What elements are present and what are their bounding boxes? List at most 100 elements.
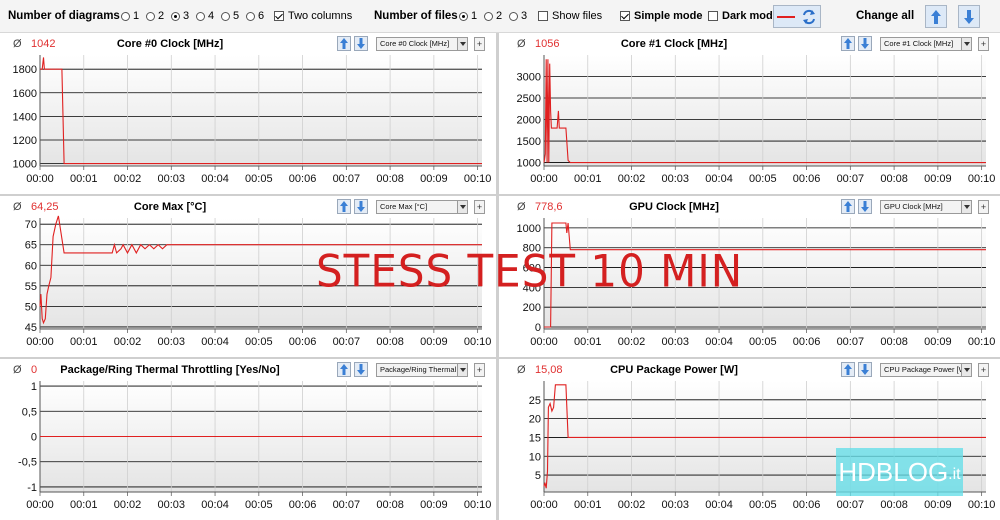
chart-plot: -1 -0,5 0 0,5 1 00:00 00:01 00:02 00:03 00:04 00:0… (18, 381, 491, 511)
sensor-select[interactable]: GPU Clock [MHz] (880, 200, 972, 214)
average-value: 1056 (535, 38, 560, 50)
x-tick-label: 00:09 (420, 499, 448, 511)
arrow-up-icon (844, 364, 852, 375)
y-tick-label: 3000 (517, 72, 541, 84)
series-line (543, 59, 986, 164)
diagrams-label: Number of diagrams (8, 10, 120, 22)
y-tick-label: 0,5 (22, 406, 37, 418)
sensor-select[interactable]: Core Max [°C] (376, 200, 468, 214)
average-symbol: Ø (13, 364, 22, 376)
move-up-button[interactable] (337, 36, 351, 51)
sensor-select[interactable]: Core #0 Clock [MHz] (376, 37, 468, 51)
x-tick-label: 00:04 (705, 173, 733, 185)
x-tick-label: 00:04 (705, 499, 733, 511)
panel-thermal-throttling: Ø 0 Package/Ring Thermal Throttling [Yes… (0, 359, 492, 520)
sensor-select[interactable]: Package/Ring Thermal Th (376, 363, 468, 377)
chart-plot: 45 50 55 60 65 70 00:00 00:01 00:02 00:03 00:04 00:… (25, 215, 492, 348)
row-separator-2 (0, 357, 1000, 359)
x-tick-label: 00:03 (158, 173, 186, 185)
x-tick-label: 00:06 (793, 173, 821, 185)
y-tick-label: 1600 (13, 88, 37, 100)
diagram-radio-4[interactable]: 4 (196, 10, 214, 22)
x-tick-label: 00:07 (837, 499, 865, 511)
x-tick-label: 00:05 (245, 336, 273, 348)
x-tick-label: 00:09 (420, 173, 448, 185)
arrow-down-icon (357, 364, 365, 375)
plot-background (544, 218, 986, 329)
diagram-radio-3[interactable]: 3 (171, 10, 189, 22)
x-tick-label: 00:09 (420, 336, 448, 348)
add-button[interactable]: + (978, 200, 989, 214)
y-tick-label: 0 (31, 432, 37, 444)
x-tick-label: 00:03 (662, 336, 690, 348)
y-tick-label: 800 (523, 243, 541, 255)
add-button[interactable]: + (474, 200, 485, 214)
arrow-up-icon (340, 38, 348, 49)
average-symbol: Ø (517, 38, 526, 50)
move-down-button[interactable] (354, 362, 368, 377)
x-tick-label: 00:07 (333, 173, 361, 185)
x-tick-label: 00:05 (245, 173, 273, 185)
x-tick-label: 00:10 (464, 336, 492, 348)
y-tick-label: 1500 (517, 136, 541, 148)
arrow-up-icon (340, 201, 348, 212)
y-tick-label: 60 (25, 260, 37, 272)
plot-background (40, 55, 482, 166)
x-tick-label: 00:04 (201, 173, 229, 185)
move-up-button[interactable] (841, 36, 855, 51)
move-down-button[interactable] (858, 362, 872, 377)
move-down-button[interactable] (858, 199, 872, 214)
change-all-label: Change all (856, 10, 915, 22)
x-tick-label: 00:04 (201, 499, 229, 511)
dark-mode-checkbox[interactable]: Dark mode (708, 10, 779, 22)
diagram-radio-2[interactable]: 2 (146, 10, 164, 22)
x-tick-label: 00:04 (705, 336, 733, 348)
arrow-down-icon (357, 201, 365, 212)
move-down-all-button[interactable] (958, 5, 980, 28)
sensor-select[interactable]: CPU Package Power [W] (880, 363, 972, 377)
x-tick-label: 00:00 (26, 173, 54, 185)
panel-cpu-package-power: Ø 15,08 CPU Package Power [W] CPU Packag… (504, 359, 996, 520)
x-tick-label: 00:08 (376, 336, 404, 348)
move-up-button[interactable] (337, 199, 351, 214)
diagram-radio-6[interactable]: 6 (246, 10, 264, 22)
add-button[interactable]: + (978, 37, 989, 51)
arrow-down-icon (861, 364, 869, 375)
simple-mode-checkbox[interactable]: Simple mode (620, 10, 702, 22)
chart-title: GPU Clock [MHz] (629, 201, 719, 213)
y-tick-label: 1800 (13, 64, 37, 76)
move-down-button[interactable] (354, 36, 368, 51)
add-button[interactable]: + (474, 37, 485, 51)
panel-core0-clock: Ø 1042 Core #0 Clock [MHz] Core #0 Clock… (0, 33, 492, 194)
x-tick-label: 00:10 (968, 499, 996, 511)
x-tick-label: 00:05 (749, 173, 777, 185)
x-tick-label: 00:02 (618, 499, 646, 511)
chart-plot: 5 10 15 20 25 00:00 00:01 00:02 00:03 00:04 00:05 0… (529, 381, 996, 511)
move-up-button[interactable] (841, 362, 855, 377)
add-button[interactable]: + (978, 363, 989, 377)
file-radio-1[interactable]: 1 (459, 10, 477, 22)
overlay-caption: STESS TEST 10 MIN (316, 245, 744, 298)
x-tick-label: 00:06 (289, 499, 317, 511)
panel-core1-clock: Ø 1056 Core #1 Clock [MHz] Core #1 Clock… (504, 33, 996, 194)
move-down-button[interactable] (858, 36, 872, 51)
y-tick-label: 45 (25, 322, 37, 334)
move-up-button[interactable] (841, 199, 855, 214)
two-columns-checkbox[interactable]: Two columns (274, 10, 352, 22)
x-tick-label: 00:02 (618, 336, 646, 348)
move-up-all-button[interactable] (925, 5, 947, 28)
line-color-button[interactable] (773, 5, 821, 28)
move-down-button[interactable] (354, 199, 368, 214)
x-tick-label: 00:06 (793, 499, 821, 511)
sensor-select[interactable]: Core #1 Clock [MHz] (880, 37, 972, 51)
move-up-button[interactable] (337, 362, 351, 377)
diagram-radio-5[interactable]: 5 (221, 10, 239, 22)
file-radio-2[interactable]: 2 (484, 10, 502, 22)
file-radio-3[interactable]: 3 (509, 10, 527, 22)
x-tick-label: 00:07 (837, 336, 865, 348)
diagram-radio-1[interactable]: 1 (121, 10, 139, 22)
x-tick-label: 00:01 (70, 336, 98, 348)
add-button[interactable]: + (474, 363, 485, 377)
show-files-checkbox[interactable]: Show files (538, 10, 602, 22)
y-tick-label: 20 (529, 414, 541, 426)
